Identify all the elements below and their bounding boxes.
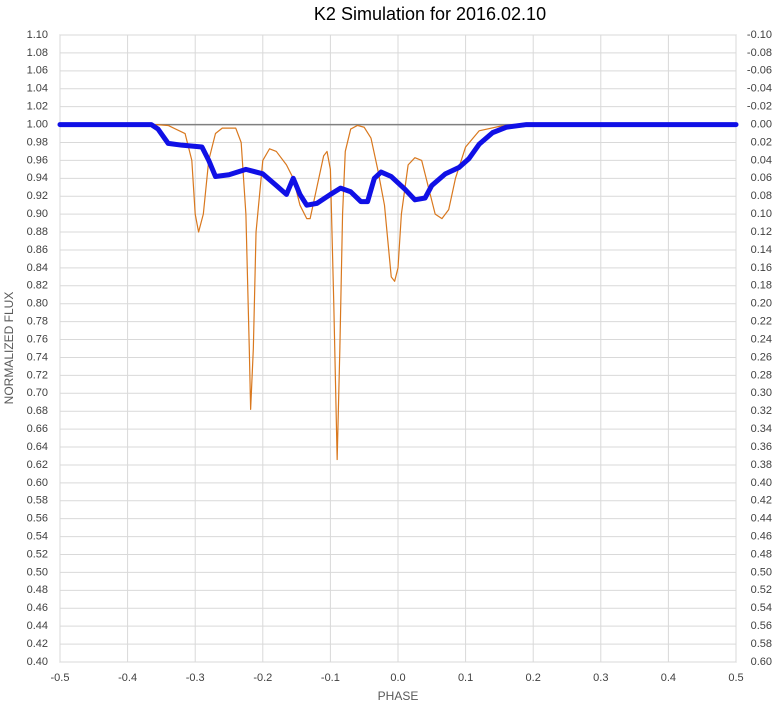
y2-tick-label: 0.32 xyxy=(751,405,772,417)
x-tick-label: 0.2 xyxy=(526,672,541,684)
y2-tick-label: 0.14 xyxy=(751,244,772,256)
y-tick-label: 0.70 xyxy=(27,387,48,399)
y2-tick-label: 0.46 xyxy=(751,531,772,543)
y2-tick-label: 0.34 xyxy=(751,423,772,435)
y-tick-label: 0.76 xyxy=(27,333,48,345)
y2-tick-label: 0.22 xyxy=(751,316,772,328)
y2-tick-label: 0.54 xyxy=(751,602,772,614)
y-tick-label: 0.84 xyxy=(27,262,48,274)
x-tick-label: -0.4 xyxy=(118,672,137,684)
y2-tick-label: 0.58 xyxy=(751,638,772,650)
y-tick-label: 0.42 xyxy=(27,638,48,650)
y-tick-label: 0.94 xyxy=(27,172,48,184)
series-line xyxy=(57,122,739,208)
y-tick-label: 0.48 xyxy=(27,584,48,596)
y-tick-label: 0.68 xyxy=(27,405,48,417)
y-tick-label: 0.92 xyxy=(27,190,48,202)
y-tick-label: 1.06 xyxy=(27,65,48,77)
y-tick-label: 1.10 xyxy=(27,29,48,41)
series-line xyxy=(154,123,514,461)
y-tick-label: 0.88 xyxy=(27,226,48,238)
chart-title: K2 Simulation for 2016.02.10 xyxy=(314,4,546,24)
y2-tick-label: 0.44 xyxy=(751,513,772,525)
y-tick-label: 0.74 xyxy=(27,351,48,363)
y2-tick-label: -0.06 xyxy=(747,65,772,77)
y2-tick-label: 0.30 xyxy=(751,387,772,399)
y-tick-label: 0.46 xyxy=(27,602,48,614)
y-tick-label: 0.72 xyxy=(27,369,48,381)
x-tick-label: -0.1 xyxy=(321,672,340,684)
y-tick-label: 0.82 xyxy=(27,280,48,292)
y-tick-label: 1.00 xyxy=(27,118,48,130)
y2-tick-label: -0.10 xyxy=(747,29,772,41)
x-tick-label: 0.1 xyxy=(458,672,473,684)
y2-tick-label: 0.28 xyxy=(751,369,772,381)
y-tick-label: 0.62 xyxy=(27,459,48,471)
y-tick-label: 0.50 xyxy=(27,566,48,578)
x-tick-label: -0.3 xyxy=(186,672,205,684)
y2-tick-label: -0.04 xyxy=(747,83,772,95)
y2-tick-label: 0.08 xyxy=(751,190,772,202)
y2-tick-label: 0.56 xyxy=(751,620,772,632)
y2-tick-label: 0.50 xyxy=(751,566,772,578)
y-tick-label: 0.56 xyxy=(27,513,48,525)
y2-tick-label: 0.52 xyxy=(751,584,772,596)
x-tick-label: 0.3 xyxy=(593,672,608,684)
y2-tick-label: 0.42 xyxy=(751,495,772,507)
x-axis-label: PHASE xyxy=(378,689,419,703)
x-tick-label: -0.5 xyxy=(51,672,70,684)
y-tick-label: 0.40 xyxy=(27,656,48,668)
y2-tick-label: -0.02 xyxy=(747,101,772,113)
x-tick-label: 0.4 xyxy=(661,672,676,684)
y2-tick-label: 0.06 xyxy=(751,172,772,184)
y2-tick-label: 0.04 xyxy=(751,154,772,166)
y2-tick-label: 0.26 xyxy=(751,351,772,363)
y-axis-label: NORMALIZED FLUX xyxy=(2,292,16,405)
y2-tick-label: 0.00 xyxy=(751,118,772,130)
y-tick-label: 0.98 xyxy=(27,136,48,148)
x-tick-label: 0.0 xyxy=(390,672,405,684)
y2-tick-label: 0.10 xyxy=(751,208,772,220)
y2-tick-label: 0.40 xyxy=(751,477,772,489)
y-tick-label: 0.54 xyxy=(27,531,48,543)
y2-tick-label: 0.02 xyxy=(751,136,772,148)
y2-tick-label: 0.12 xyxy=(751,226,772,238)
y-tick-label: 0.66 xyxy=(27,423,48,435)
y2-tick-label: -0.08 xyxy=(747,47,772,59)
y-tick-label: 0.96 xyxy=(27,154,48,166)
y-tick-label: 0.52 xyxy=(27,548,48,560)
y-tick-label: 0.86 xyxy=(27,244,48,256)
y2-tick-label: 0.16 xyxy=(751,262,772,274)
y-tick-label: 0.44 xyxy=(27,620,48,632)
y2-tick-label: 0.60 xyxy=(751,656,772,668)
y2-tick-label: 0.36 xyxy=(751,441,772,453)
y2-tick-label: 0.24 xyxy=(751,333,772,345)
y2-tick-label: 0.18 xyxy=(751,280,772,292)
y-tick-label: 0.80 xyxy=(27,298,48,310)
y-tick-label: 0.64 xyxy=(27,441,48,453)
y-tick-label: 0.58 xyxy=(27,495,48,507)
y-tick-label: 1.08 xyxy=(27,47,48,59)
y-tick-label: 1.02 xyxy=(27,101,48,113)
x-tick-label: 0.5 xyxy=(728,672,743,684)
y-tick-label: 0.90 xyxy=(27,208,48,220)
x-tick-label: -0.2 xyxy=(253,672,272,684)
y2-tick-label: 0.20 xyxy=(751,298,772,310)
y2-tick-label: 0.38 xyxy=(751,459,772,471)
y-tick-label: 1.04 xyxy=(27,83,48,95)
y-tick-label: 0.78 xyxy=(27,316,48,328)
y2-tick-label: 0.48 xyxy=(751,548,772,560)
y-tick-label: 0.60 xyxy=(27,477,48,489)
